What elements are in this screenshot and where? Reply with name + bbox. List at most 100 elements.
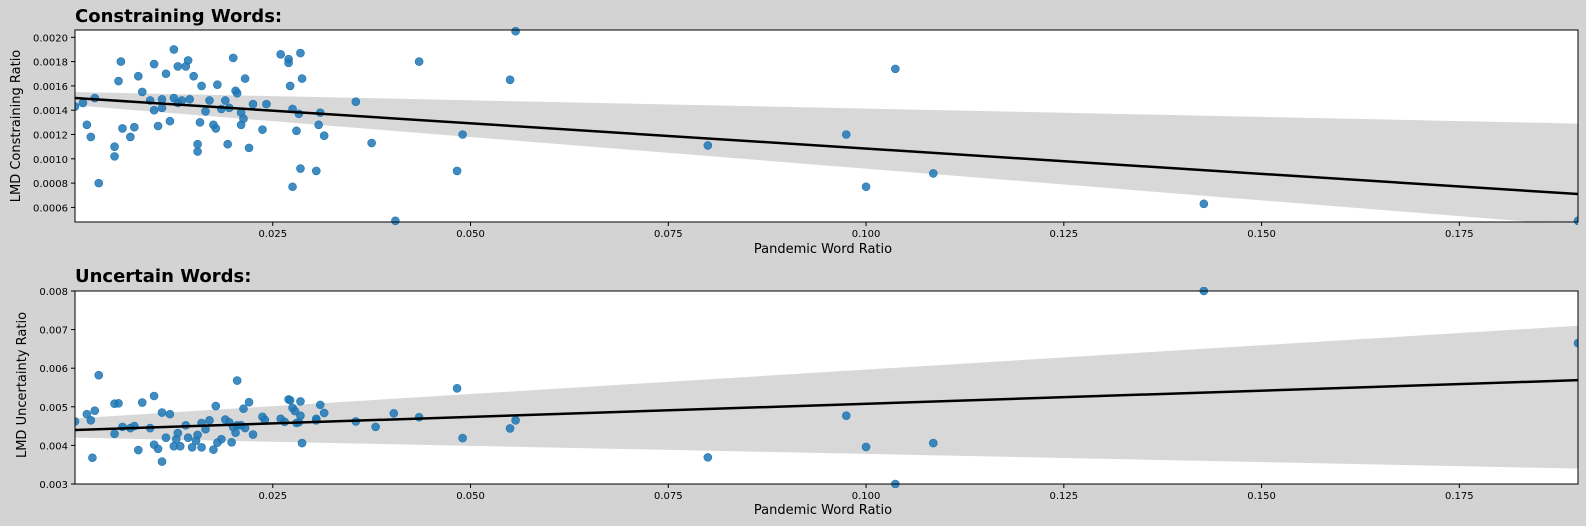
uncertain-x-tick-label: 0.150	[1247, 491, 1276, 502]
constraining-scatter-point	[165, 116, 175, 126]
constraining-plot-content	[75, 26, 1578, 226]
uncertain-scatter-point	[175, 441, 185, 451]
constraining-y-tick-label: 0.0008	[33, 179, 68, 190]
constraining-x-tick-label: 0.050	[456, 229, 485, 240]
uncertain-axes-frame	[74, 290, 1579, 485]
uncertain-scatter-point	[209, 445, 218, 454]
constraining-regression-line	[75, 96, 1578, 196]
constraining-scatter-point	[311, 166, 321, 176]
uncertain-x-tick-label: 0.050	[456, 491, 485, 502]
uncertain-scatter-point	[197, 443, 206, 452]
constraining-scatter-point	[110, 152, 119, 161]
uncertain-y-tick-label: 0.005	[39, 403, 68, 414]
constraining-scatter-point	[205, 96, 214, 105]
constraining-scatter-point	[185, 94, 195, 104]
constraining-scatter-point	[169, 45, 179, 54]
uncertain-scatter-point	[165, 409, 175, 419]
uncertain-scatter-point	[149, 391, 159, 401]
constraining-scatter-point	[133, 71, 143, 81]
constraining-scatter-point	[841, 130, 851, 139]
constraining-scatter-point	[244, 143, 254, 153]
constraining-scatter-point	[157, 94, 167, 104]
uncertain-scatter-point	[290, 406, 300, 416]
uncertain-scatter-point	[161, 433, 171, 442]
uncertain-scatter-point	[928, 438, 938, 448]
constraining-scatter-point	[193, 139, 202, 149]
uncertain-scatter-point	[505, 424, 515, 433]
uncertain-x-tick-label: 0.175	[1445, 491, 1474, 502]
constraining-scatter-point	[130, 122, 139, 132]
uncertain-scatter-point	[88, 453, 97, 463]
constraining-y-tick-label: 0.0016	[33, 82, 68, 93]
uncertain-scatter-point	[157, 457, 167, 466]
constraining-scatter-point	[173, 62, 183, 71]
constraining-x-tick-label: 0.150	[1247, 229, 1276, 240]
constraining-scatter-point	[183, 56, 193, 65]
uncertain-scatter-point	[231, 428, 240, 437]
uncertain-x-tick-label: 0.075	[654, 491, 683, 502]
uncertain-x-tick-label: 0.025	[258, 491, 287, 502]
constraining-scatter-point	[248, 99, 258, 109]
constraining-scatter-point	[297, 74, 307, 83]
uncertain-scatter-point	[90, 406, 100, 415]
uncertain-scatter-point	[227, 438, 236, 447]
constraining-scatter-point	[221, 96, 230, 105]
uncertain-scatter-point	[173, 428, 183, 438]
uncertain-scatter-point	[285, 395, 295, 405]
uncertain-y-tick-label: 0.003	[39, 480, 68, 491]
constraining-scatter-point	[213, 80, 222, 89]
constraining-x-tick-label: 0.025	[258, 229, 287, 240]
uncertain-scatter-point	[94, 370, 104, 380]
constraining-scatter-point	[153, 121, 163, 131]
uncertain-scatter-point	[244, 397, 254, 407]
constraining-scatter-point	[285, 81, 295, 91]
uncertain-confidence-band	[75, 325, 1578, 469]
constraining-scatter-point	[296, 48, 305, 58]
constraining-scatter-point	[391, 216, 400, 226]
uncertain-scatter-point	[371, 422, 380, 432]
constraining-scatter-point	[177, 96, 187, 105]
uncertain-scatter-point	[452, 383, 462, 393]
constraining-scatter-point	[228, 53, 238, 63]
uncertain-y-tick-label: 0.008	[39, 287, 68, 298]
constraining-scatter-point	[240, 74, 250, 83]
uncertain-scatter-point	[211, 401, 221, 411]
uncertain-scatter-point	[183, 433, 193, 442]
constraining-y-tick-label: 0.0014	[33, 106, 68, 117]
constraining-scatter-point	[861, 182, 871, 192]
constraining-scatter-point	[458, 130, 467, 139]
uncertain-scatter-point	[193, 430, 202, 440]
uncertain-scatter-point	[297, 438, 307, 448]
constraining-scatter-point	[189, 71, 198, 81]
constraining-scatter-point	[193, 147, 202, 156]
constraining-scatter-point	[161, 69, 171, 79]
uncertain-scatter-point	[137, 398, 147, 407]
constraining-xlabel: Pandemic Word Ratio	[754, 242, 892, 257]
constraining-scatter-point	[239, 114, 248, 124]
uncertain-scatter-point	[1573, 338, 1578, 348]
constraining-scatter-point	[351, 97, 361, 106]
uncertain-scatter-point	[841, 411, 851, 420]
constraining-scatter-point	[114, 76, 123, 86]
constraining-scatter-point	[314, 120, 323, 130]
constraining-panel: Constraining Words: Pandemic Word Ratio …	[9, 6, 1579, 257]
uncertain-scatter-point	[157, 408, 167, 417]
constraining-y-tick-label: 0.0006	[33, 203, 68, 214]
constraining-scatter-point	[78, 98, 88, 108]
constraining-axes-frame	[74, 29, 1579, 223]
uncertain-panel: Uncertain Words: Pandemic Word Ratio LMD…	[15, 266, 1579, 518]
constraining-scatter-point	[126, 132, 135, 142]
constraining-scatter-point	[201, 107, 210, 116]
constraining-scatter-point	[511, 26, 520, 36]
constraining-x-tick-label: 0.100	[852, 229, 881, 240]
uncertain-title: Uncertain Words:	[75, 266, 251, 287]
constraining-scatter-point	[211, 124, 221, 133]
uncertain-scatter-point	[296, 397, 305, 406]
constraining-scatter-point	[197, 81, 206, 91]
constraining-scatter-point	[891, 64, 900, 74]
constraining-x-tick-label: 0.175	[1445, 229, 1474, 240]
uncertain-scatter-point	[703, 453, 713, 462]
constraining-scatter-point	[258, 125, 267, 134]
constraining-scatter-point	[276, 50, 285, 59]
